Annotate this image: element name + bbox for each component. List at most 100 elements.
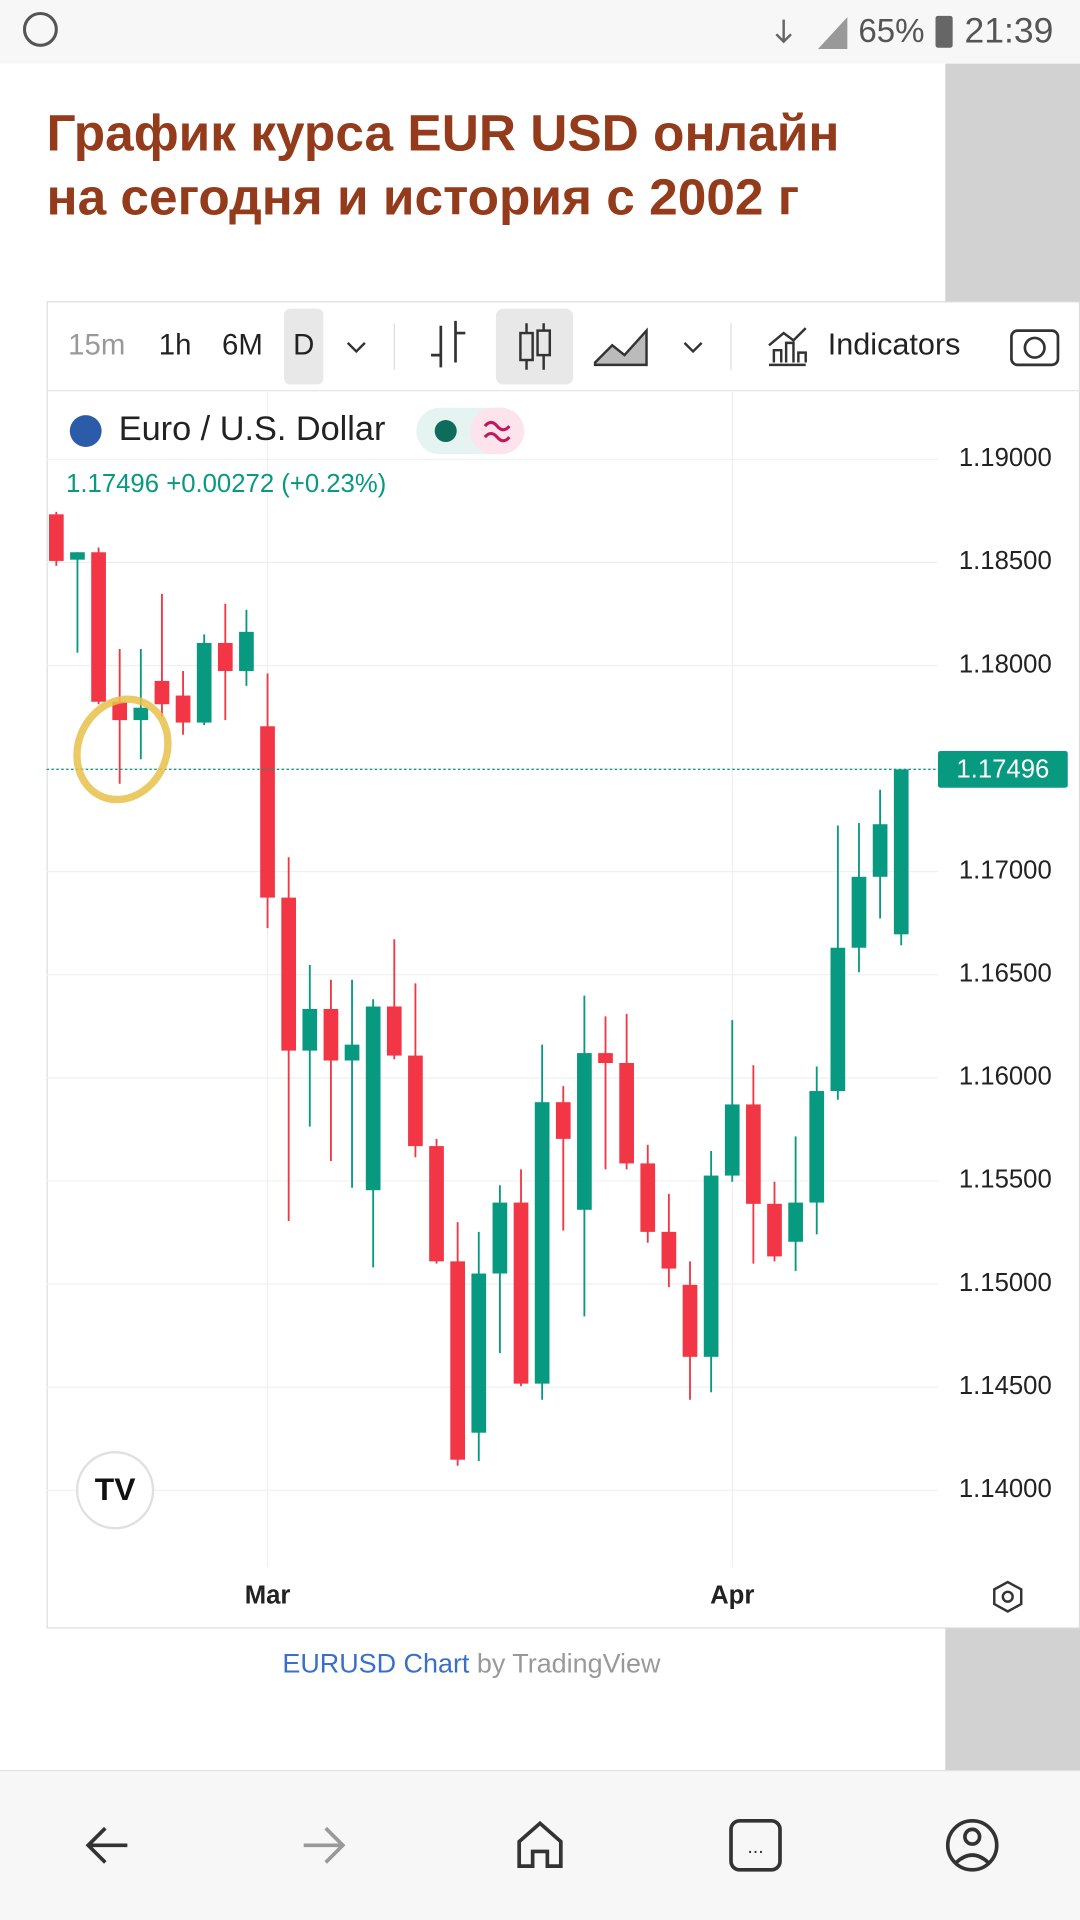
candle-body (344, 1044, 360, 1061)
profile-button[interactable] (945, 1818, 999, 1872)
candles-button (519, 331, 534, 362)
interval-dropdown[interactable] (346, 341, 366, 354)
y-tick-label: 1.15500 (959, 1166, 1052, 1194)
candle-body (133, 707, 149, 721)
candle-body (851, 876, 867, 948)
home-button[interactable] (517, 1820, 563, 1868)
candle-body (682, 1284, 698, 1357)
tabs-dots: ... (747, 1836, 763, 1858)
candle-body (323, 1008, 339, 1061)
candle-body (175, 695, 191, 723)
candle-body (577, 1053, 592, 1210)
candle-body (386, 1006, 402, 1056)
candle-body (450, 1261, 465, 1460)
candle-body (281, 897, 297, 1051)
last-price-tag (937, 751, 1068, 788)
area-button[interactable] (593, 327, 648, 367)
y-tick-label: 1.16500 (959, 960, 1052, 988)
battery-icon (935, 15, 953, 48)
x-tick-label: Mar (245, 1582, 291, 1610)
candle-body (809, 1091, 825, 1203)
indicators-button[interactable]: Indicators (828, 328, 961, 362)
candle-body (196, 642, 212, 723)
candles-button-bg[interactable] (495, 308, 574, 385)
clock: 21:39 (965, 10, 1054, 50)
tv-logo[interactable] (75, 1451, 155, 1530)
y-tick-label: 1.18000 (959, 650, 1052, 678)
candle-body (893, 769, 909, 935)
candle-body (48, 514, 64, 561)
bars-button[interactable] (431, 320, 466, 368)
y-tick-label: 1.14000 (959, 1475, 1052, 1503)
interval-button[interactable]: 15m (68, 328, 125, 361)
candle-body (154, 680, 170, 705)
profile-icon (955, 1853, 990, 1864)
article-title: на сегодня и история с 2002 г (47, 167, 800, 225)
price-line: 1.17496 +0.00272 (+0.23%) (66, 470, 386, 498)
data-icon (775, 19, 792, 44)
credit-link[interactable]: EURUSD Chart (282, 1648, 470, 1678)
x-tick-label: Apr (710, 1582, 754, 1610)
candle-body (513, 1202, 529, 1384)
price-change: +0.00272 (+0.23%) (166, 470, 386, 498)
delayed-icon (483, 420, 511, 443)
indicators-icon[interactable] (768, 327, 807, 367)
candle-body (112, 701, 128, 721)
profile-icon (963, 1827, 982, 1846)
settings-button (1001, 1590, 1014, 1603)
battery-text: 65% (858, 13, 924, 50)
article-title: График курса EUR USD онлайн (47, 104, 840, 162)
y-tick-label: 1.16000 (959, 1063, 1052, 1091)
interval-button[interactable]: 1h (159, 328, 192, 361)
candle-body (872, 824, 888, 877)
settings-button[interactable] (993, 1580, 1023, 1613)
symbol-title: Euro / U.S. Dollar (119, 410, 386, 448)
interval-button[interactable]: D (293, 328, 314, 361)
candle-body (598, 1053, 613, 1063)
candle-body (767, 1203, 782, 1257)
status-bar (0, 0, 1080, 64)
tv-logo-mark: TV (95, 1471, 136, 1507)
candle-body (661, 1231, 677, 1269)
candle-body (302, 1008, 318, 1051)
candle-body (492, 1202, 508, 1274)
candle-body (619, 1062, 634, 1164)
candle-body (703, 1175, 719, 1357)
active-interval-bg (284, 308, 324, 385)
candle-body (408, 1055, 423, 1147)
candle-body (830, 947, 846, 1092)
chart-type-dropdown[interactable] (683, 341, 703, 354)
interval-button[interactable]: 6M (222, 328, 263, 361)
candle-body (365, 1006, 381, 1191)
chart-widget (46, 301, 1080, 1629)
y-tick-label: 1.19000 (959, 444, 1052, 472)
credit-by: by TradingView (477, 1648, 661, 1678)
symbol-logo (69, 415, 102, 447)
credit: EURUSD Chart by TradingView (282, 1648, 661, 1678)
back-button[interactable] (85, 1826, 128, 1864)
y-tick-label: 1.14500 (959, 1372, 1052, 1400)
candle-body (555, 1102, 571, 1139)
last-price: 1.17496 (66, 470, 159, 498)
hand-drawn-circle (73, 695, 172, 804)
snapshot-button[interactable] (1010, 329, 1060, 367)
forward-button[interactable] (303, 1826, 346, 1864)
market-open-dot (434, 420, 457, 443)
candles-button (536, 329, 552, 357)
candle-body (724, 1104, 740, 1176)
candle-body (217, 642, 233, 672)
status-pill (470, 407, 525, 455)
y-tick-label: 1.17000 (959, 856, 1052, 884)
last-price-label: 1.17496 (956, 755, 1049, 783)
candle-body (471, 1273, 487, 1433)
candle-body (239, 631, 254, 672)
tabs-button[interactable] (729, 1818, 782, 1872)
plot: 1.14000 1.14500 1.15000 1.15500 1.16000 1.165… (46, 391, 1068, 1610)
viber-icon (22, 11, 58, 47)
candle-body (260, 726, 275, 898)
nav-bar (0, 1770, 1080, 1920)
candle-body (746, 1104, 761, 1204)
candle-body (534, 1102, 550, 1384)
